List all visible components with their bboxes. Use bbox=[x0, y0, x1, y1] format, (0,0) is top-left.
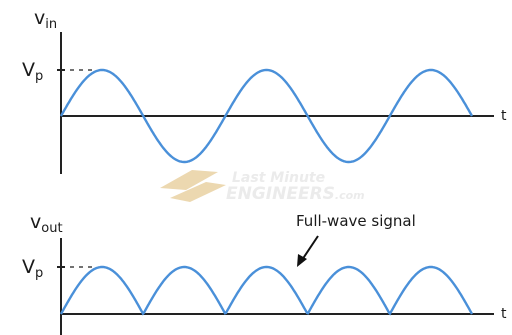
watermark-line2: ENGINEERS.com bbox=[226, 184, 365, 204]
full-wave-annotation: Full-wave signal bbox=[296, 212, 416, 230]
input-plot: vin Vp t bbox=[22, 7, 507, 174]
input-sine-wave bbox=[59, 68, 474, 164]
annotation-arrow-head-icon bbox=[297, 254, 307, 267]
watermark-brand: ENGINEERS bbox=[226, 184, 335, 204]
watermark-logo-icon bbox=[160, 170, 226, 202]
input-time-label: t bbox=[501, 108, 507, 124]
output-time-label: t bbox=[501, 306, 507, 322]
annotation-arrow-shaft bbox=[301, 235, 319, 261]
output-peak-label: Vp bbox=[22, 256, 43, 281]
watermark-suffix: .com bbox=[335, 189, 365, 202]
watermark: Last Minute ENGINEERS.com bbox=[160, 170, 365, 204]
output-rectified-wave bbox=[59, 265, 474, 316]
output-voltage-label: vout bbox=[30, 211, 63, 236]
input-peak-label: Vp bbox=[22, 59, 43, 84]
watermark-line1: Last Minute bbox=[232, 170, 325, 186]
output-plot: vout Vp t Full-wave signal bbox=[22, 211, 507, 335]
input-voltage-label: vin bbox=[34, 7, 57, 32]
